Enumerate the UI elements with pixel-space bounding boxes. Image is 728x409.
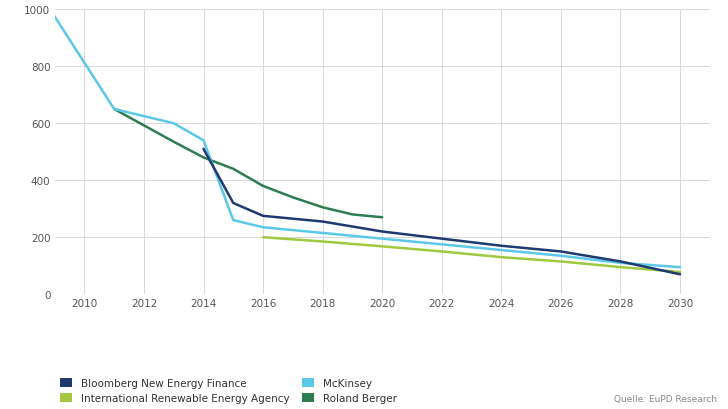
Text: Quelle: EuPD Research: Quelle: EuPD Research [614,394,717,403]
Legend: Bloomberg New Energy Finance, International Renewable Energy Agency, McKinsey, R: Bloomberg New Energy Finance, Internatio… [60,378,397,403]
